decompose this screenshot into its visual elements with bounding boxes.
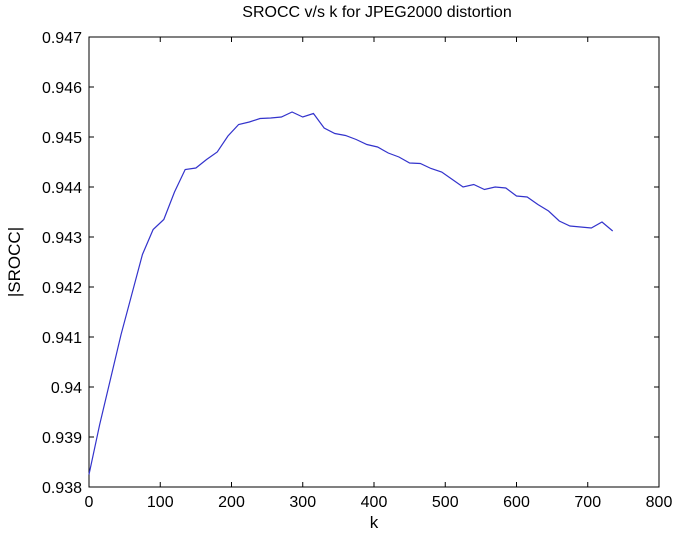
y-tick-label: 0.947 xyxy=(42,30,82,47)
y-tick-label: 0.945 xyxy=(42,130,82,147)
x-axis-label: k xyxy=(370,513,379,532)
x-tick-label: 400 xyxy=(361,494,388,511)
x-tick-label: 800 xyxy=(646,494,673,511)
x-axis: 0 100 200 300 400 500 600 700 800 xyxy=(85,37,673,511)
x-tick-label: 0 xyxy=(85,494,94,511)
y-tick-label: 0.946 xyxy=(42,80,82,97)
y-tick-label: 0.941 xyxy=(42,330,82,347)
y-axis-label: |SROCC| xyxy=(5,227,24,297)
x-tick-label: 500 xyxy=(432,494,459,511)
x-tick-label: 600 xyxy=(503,494,530,511)
plot-area xyxy=(88,36,660,488)
x-tick-label: 100 xyxy=(147,494,174,511)
y-tick-label: 0.94 xyxy=(51,380,82,397)
y-axis: 0.938 0.939 0.94 0.941 0.942 0.943 0.944 0.945 0… xyxy=(42,30,659,497)
y-tick-label: 0.943 xyxy=(42,230,82,247)
y-tick-label: 0.944 xyxy=(42,180,82,197)
x-tick-label: 200 xyxy=(218,494,245,511)
y-tick-label: 0.939 xyxy=(42,430,82,447)
y-tick-label: 0.938 xyxy=(42,480,82,497)
chart-title: SROCC v/s k for JPEG2000 distortion xyxy=(242,4,511,21)
x-tick-label: 700 xyxy=(574,494,601,511)
x-tick-label: 300 xyxy=(289,494,316,511)
y-tick-label: 0.942 xyxy=(42,280,82,297)
series-line-0 xyxy=(88,111,614,475)
series-layer xyxy=(88,111,614,475)
